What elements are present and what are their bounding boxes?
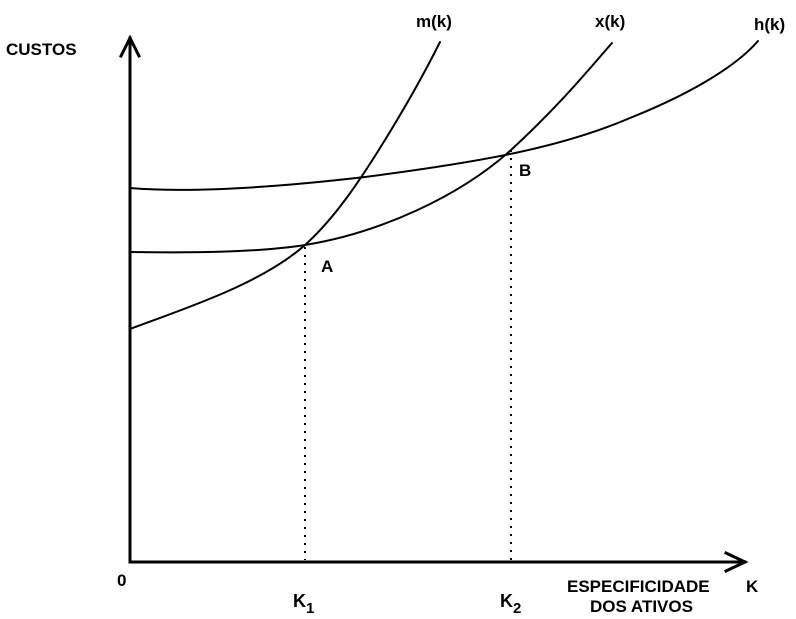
curve-label-x: x(k) — [595, 12, 625, 31]
tick-label-k2-subscript: 2 — [513, 600, 521, 617]
y-axis-label: CUSTOS — [6, 40, 77, 59]
tick-label-k2: K2 — [500, 591, 521, 617]
tick-label-k2-letter: K — [500, 591, 513, 611]
x-axis-label-line2: DOS ATIVOS — [590, 597, 693, 616]
curve-label-m: m(k) — [416, 12, 452, 31]
tick-label-k1: K1 — [293, 591, 314, 617]
curve-m — [129, 41, 441, 330]
tick-label-k1-subscript: 1 — [306, 600, 314, 617]
y-axis-arrowhead — [118, 34, 142, 59]
curve-label-h: h(k) — [754, 15, 785, 34]
point-label-a: A — [321, 257, 333, 276]
curve-x — [129, 42, 613, 254]
x-axis-label-line1: ESPECIFICIDADE — [567, 577, 710, 596]
tick-label-k1-letter: K — [293, 591, 306, 611]
origin-label: 0 — [117, 571, 126, 590]
x-axis-arrowhead — [724, 551, 749, 573]
curve-h — [129, 40, 759, 191]
point-label-b: B — [519, 161, 531, 180]
x-axis-symbol: K — [746, 577, 759, 596]
